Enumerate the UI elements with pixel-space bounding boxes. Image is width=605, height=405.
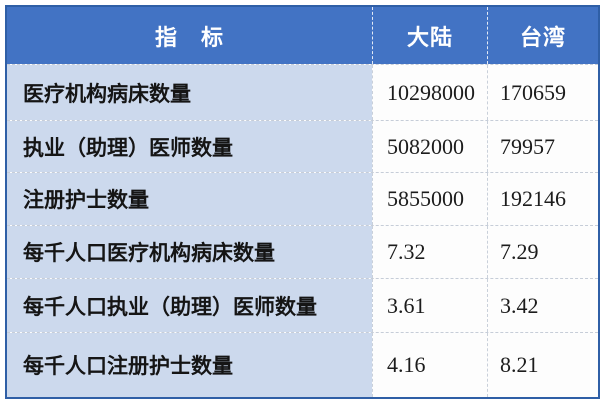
comparison-table: 指 标 大陆 台湾 医疗机构病床数量 10298000 170659 执业（助理… xyxy=(5,5,600,399)
row-label: 每千人口执业（助理）医师数量 xyxy=(7,279,372,332)
row-label: 每千人口医疗机构病床数量 xyxy=(7,226,372,278)
mainland-value: 7.32 xyxy=(372,226,487,278)
taiwan-value: 8.21 xyxy=(487,333,598,397)
taiwan-value: 170659 xyxy=(487,65,598,120)
table-header-row: 指 标 大陆 台湾 xyxy=(7,7,598,64)
header-cell-indicator: 指 标 xyxy=(154,24,224,50)
mainland-value: 10298000 xyxy=(372,65,487,120)
table-row: 执业（助理）医师数量 5082000 79957 xyxy=(7,120,598,172)
row-label: 执业（助理）医师数量 xyxy=(7,121,372,172)
table-row: 每千人口医疗机构病床数量 7.32 7.29 xyxy=(7,225,598,278)
mainland-value: 5082000 xyxy=(372,121,487,172)
row-label: 医疗机构病床数量 xyxy=(7,65,372,120)
header-cell-mainland: 大陆 xyxy=(372,7,487,64)
table-row: 注册护士数量 5855000 192146 xyxy=(7,172,598,225)
table-row: 每千人口注册护士数量 4.16 8.21 xyxy=(7,332,598,397)
taiwan-value: 7.29 xyxy=(487,226,598,278)
mainland-value: 3.61 xyxy=(372,279,487,332)
table-row: 医疗机构病床数量 10298000 170659 xyxy=(7,64,598,120)
mainland-value: 5855000 xyxy=(372,173,487,225)
header-cell-taiwan: 台湾 xyxy=(487,7,598,64)
table-row: 每千人口执业（助理）医师数量 3.61 3.42 xyxy=(7,278,598,332)
taiwan-value: 79957 xyxy=(487,121,598,172)
taiwan-value: 3.42 xyxy=(487,279,598,332)
taiwan-value: 192146 xyxy=(487,173,598,225)
row-label: 注册护士数量 xyxy=(7,173,372,225)
row-label: 每千人口注册护士数量 xyxy=(7,333,372,397)
mainland-value: 4.16 xyxy=(372,333,487,397)
